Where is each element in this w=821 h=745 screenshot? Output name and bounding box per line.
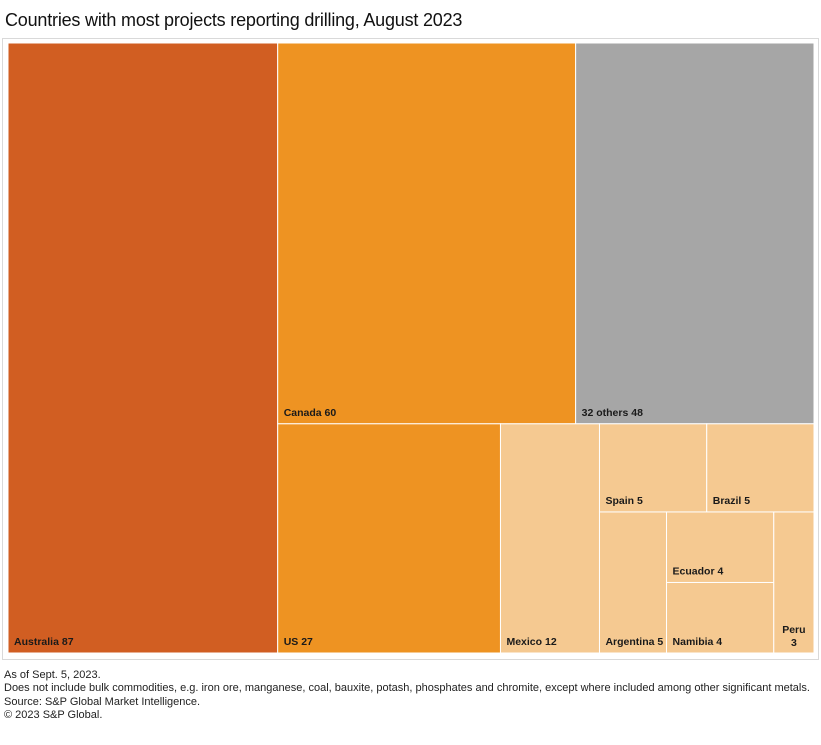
- treemap-cell-argentina: Argentina 5: [598, 511, 668, 654]
- treemap-cell-ecuador: Ecuador 4: [666, 511, 775, 583]
- treemap-rect-ecuador: [666, 511, 775, 583]
- treemap-chart: Australia 87 Canada 60 32 others 48 US 27 Me…: [7, 42, 815, 654]
- treemap-cell-canada: Canada 60: [277, 42, 577, 425]
- treemap-rect-namibia: [666, 581, 775, 654]
- treemap-label-australia: Australia 87: [14, 636, 74, 648]
- treemap-rect-argentina: [598, 511, 668, 654]
- treemap-rect-spain: [598, 423, 708, 513]
- treemap-cell-peru: Peru 3: [773, 511, 815, 654]
- footnote-copyright: © 2023 S&P Global.: [4, 709, 103, 722]
- treemap-label-32-others: 32 others 48: [582, 407, 643, 419]
- footnote-note: Does not include bulk commodities, e.g. …: [4, 682, 810, 695]
- treemap-label-argentina: Argentina 5: [605, 636, 663, 648]
- treemap-rect-australia: [7, 42, 279, 654]
- treemap-rect-brazil: [706, 423, 815, 513]
- treemap-rect-32-others: [575, 42, 815, 425]
- treemap-label-us: US 27: [284, 636, 313, 648]
- footnotes: As of Sept. 5, 2023. Does not include bu…: [4, 669, 814, 723]
- treemap-label-peru: Peru 3: [782, 624, 805, 649]
- footnote-source: Source: S&P Global Market Intelligence.: [4, 695, 201, 708]
- treemap-cell-32-others: 32 others 48: [575, 42, 815, 425]
- treemap-cell-mexico: Mexico 12: [499, 423, 600, 654]
- treemap-rect-peru: [773, 511, 815, 654]
- treemap-cell-australia: Australia 87: [7, 42, 279, 654]
- chart-title: Countries with most projects reporting d…: [5, 10, 463, 30]
- treemap-label-canada: Canada 60: [284, 407, 337, 419]
- treemap-label-ecuador: Ecuador 4: [673, 565, 724, 577]
- chart-frame: Australia 87 Canada 60 32 others 48 US 27 Me…: [2, 38, 819, 660]
- treemap-label-namibia: Namibia 4: [673, 636, 723, 648]
- treemap-cell-namibia: Namibia 4: [666, 581, 775, 654]
- treemap-cell-us: US 27: [277, 423, 501, 654]
- treemap-cell-spain: Spain 5: [598, 423, 708, 513]
- treemap-label-brazil: Brazil 5: [713, 495, 751, 507]
- treemap-rect-mexico: [499, 423, 600, 654]
- treemap-label-mexico: Mexico 12: [506, 636, 556, 648]
- footnote-as-of: As of Sept. 5, 2023.: [4, 669, 101, 681]
- treemap-label-spain: Spain 5: [605, 495, 643, 507]
- treemap-rect-canada: [277, 42, 577, 425]
- treemap-rect-us: [277, 423, 501, 654]
- treemap-cell-brazil: Brazil 5: [706, 423, 815, 513]
